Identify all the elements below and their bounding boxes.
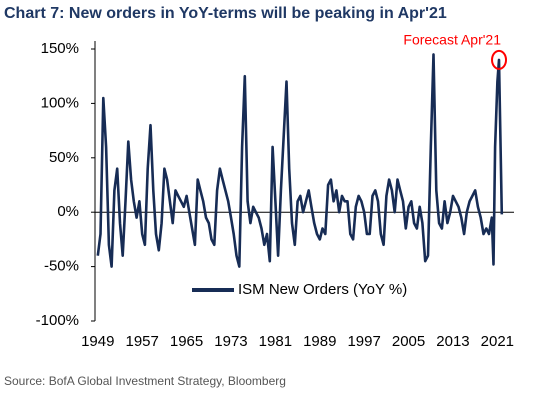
annotation-circle — [491, 49, 508, 70]
chart-title: Chart 7: New orders in YoY-terms will be… — [4, 5, 447, 22]
x-tick-label: 1965 — [170, 333, 203, 350]
series-line — [96, 53, 504, 268]
x-tick-label: 1973 — [214, 333, 247, 350]
annotation: Forecast Apr'21 — [403, 32, 501, 48]
y-tick-label: -100% — [36, 312, 79, 329]
legend-label: ISM New Orders (YoY %) — [238, 281, 407, 298]
y-tick-label: -50% — [44, 258, 79, 275]
x-tick-label: 1981 — [259, 333, 292, 350]
source-note: Source: BofA Global Investment Strategy,… — [4, 374, 286, 388]
y-tick-label: 150% — [41, 40, 79, 57]
x-tick-label: 2021 — [481, 333, 514, 350]
x-tick-label: 1989 — [303, 333, 336, 350]
x-tick-label: 2013 — [436, 333, 469, 350]
x-tick-label: 2005 — [392, 333, 425, 350]
x-tick-label: 1949 — [81, 333, 114, 350]
legend-background — [188, 279, 413, 301]
y-tick-label: 50% — [49, 149, 79, 166]
y-tick-label: 100% — [41, 94, 79, 111]
y-tick-label: 0% — [57, 203, 79, 220]
x-tick-label: 1957 — [125, 333, 158, 350]
x-tick-label: 1997 — [347, 333, 380, 350]
